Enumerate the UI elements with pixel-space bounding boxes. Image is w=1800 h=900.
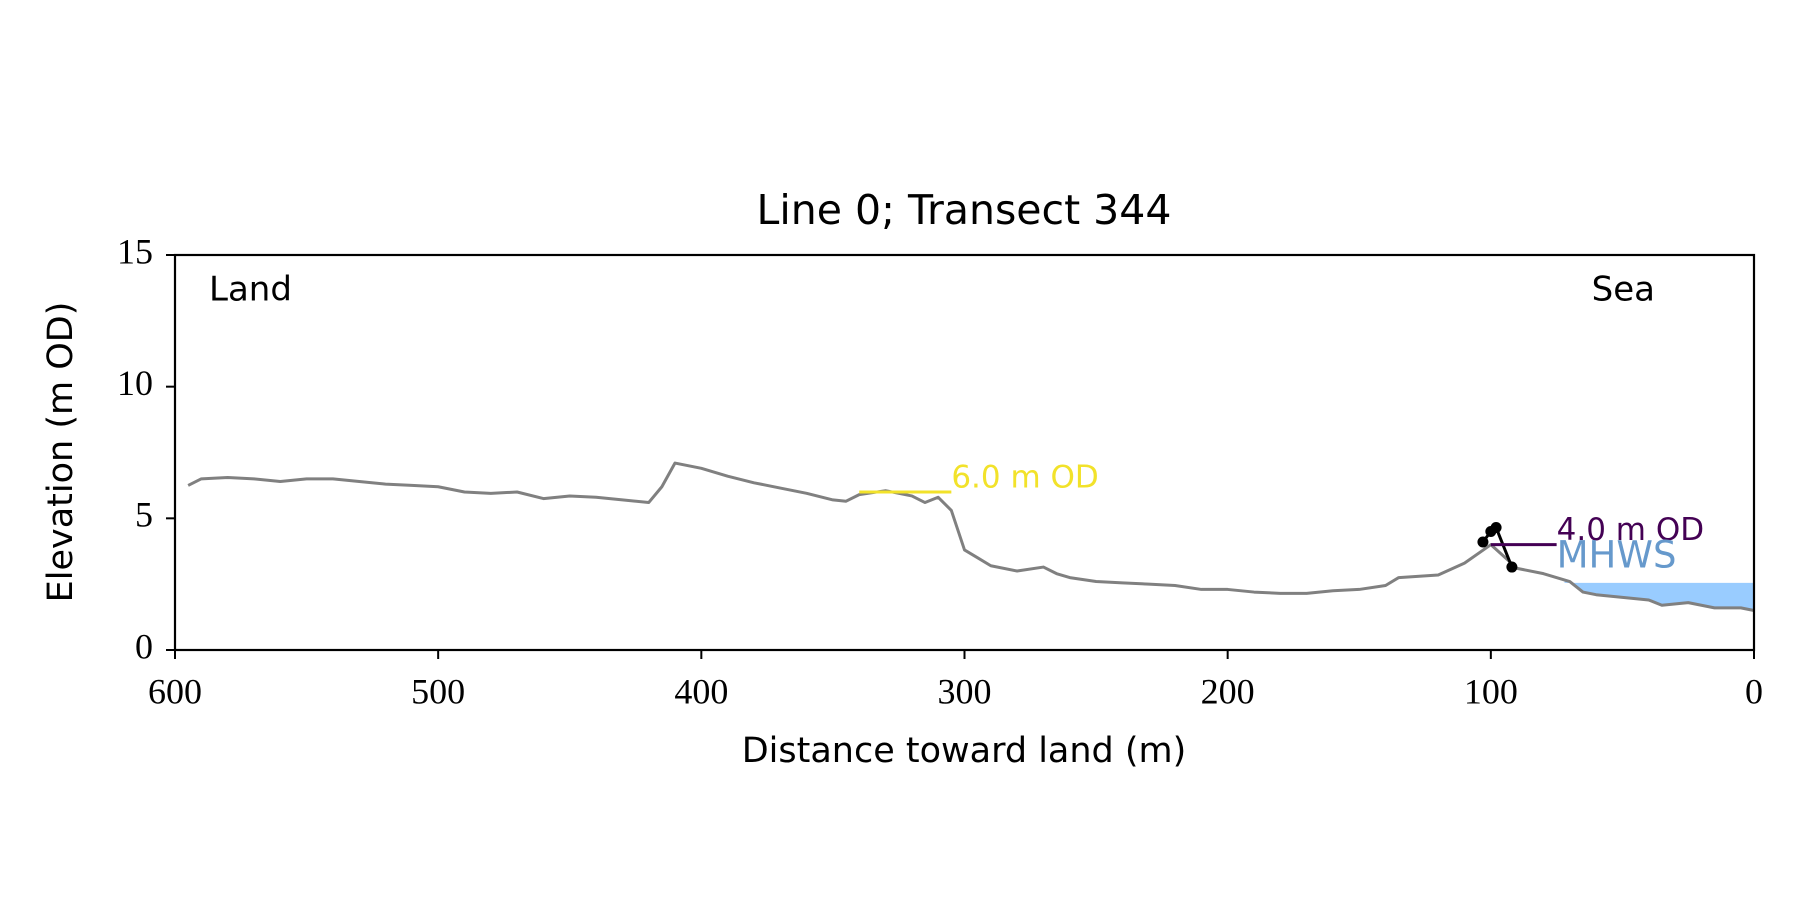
x-tick-label: 500 (411, 671, 465, 711)
plot-frame (173, 253, 1756, 652)
y-tick-label: 5 (135, 495, 153, 535)
x-tick-label: 300 (938, 671, 992, 711)
sea-annotation: Sea (1592, 270, 1655, 310)
y-tick-label: 15 (117, 231, 153, 271)
point-marker (1490, 522, 1502, 534)
mhws-label: MHWS (1557, 533, 1677, 576)
chart-title: Line 0; Transect 344 (757, 186, 1172, 234)
point-marker (1477, 536, 1489, 548)
y-tick-label: 10 (117, 363, 153, 403)
x-tick-label: 400 (674, 671, 728, 711)
reference-label: 6.0 m OD (951, 460, 1098, 496)
x-axis-label: Distance toward land (m) (742, 731, 1187, 771)
y-axis-label: Elevation (m OD) (41, 302, 81, 603)
x-tick-label: 600 (148, 671, 202, 711)
land-annotation: Land (209, 270, 292, 310)
mhws-area (1564, 579, 1754, 611)
x-tick-label: 0 (1745, 671, 1763, 711)
y-tick-label: 0 (135, 626, 153, 666)
x-tick-label: 200 (1201, 671, 1255, 711)
reference-label: 4.0 m OD (1557, 512, 1704, 548)
x-tick-label: 100 (1464, 671, 1518, 711)
point-marker (1506, 561, 1518, 573)
